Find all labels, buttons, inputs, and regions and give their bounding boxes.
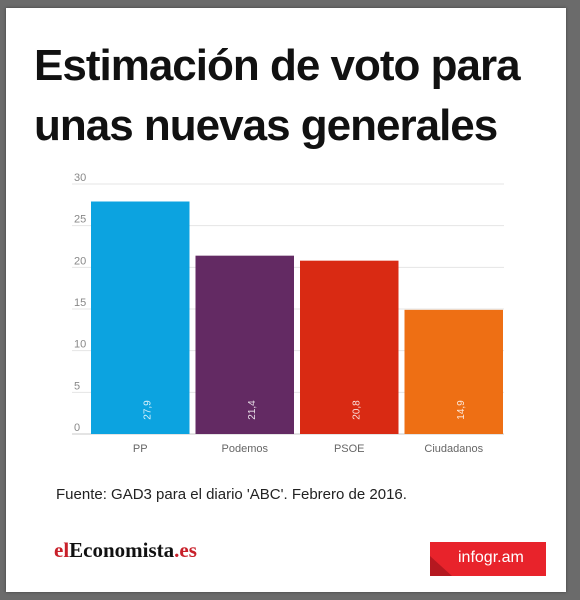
bar-psoe <box>300 260 399 434</box>
bar-chart: 0 5 10 15 20 25 30 27,9 PP 21,4 Podemos 20,8 PSOE 14… <box>72 172 504 455</box>
bar-pp <box>91 201 190 434</box>
y-tick-label: 25 <box>74 214 86 226</box>
eleconomista-logo: elEconomista.es <box>54 538 197 563</box>
y-tick-label: 15 <box>74 297 86 309</box>
y-tick-label: 0 <box>74 422 80 434</box>
infogram-badge[interactable]: infogr.am <box>430 542 546 576</box>
logo-main: Economista <box>69 538 175 562</box>
source-note: Fuente: GAD3 para el diario 'ABC'. Febre… <box>56 486 407 503</box>
logo-prefix: el <box>54 538 70 562</box>
bar-value-label: 27,9 <box>142 400 153 420</box>
y-tick-label: 30 <box>74 172 86 184</box>
y-tick-label: 10 <box>74 339 86 351</box>
y-tick-label: 5 <box>74 380 80 392</box>
y-tick-label: 20 <box>74 255 86 267</box>
bar-value-label: 21,4 <box>247 400 258 420</box>
x-tick-label: Podemos <box>222 443 269 455</box>
bar-podemos <box>195 255 294 434</box>
bar-value-label: 20,8 <box>351 400 362 420</box>
logo-suffix: .es <box>174 538 197 562</box>
infographic-card: Estimación de voto para unas nuevas gene… <box>6 8 566 592</box>
bar-value-label: 14,9 <box>456 400 467 420</box>
x-tick-label: Ciudadanos <box>424 443 483 455</box>
x-tick-label: PSOE <box>334 443 365 455</box>
x-tick-label: PP <box>133 443 148 455</box>
badge-fold <box>430 556 452 576</box>
badge-label: infogr.am <box>458 549 524 566</box>
bar-ciudadanos <box>404 309 503 434</box>
chart-title: Estimación de voto para unas nuevas gene… <box>34 41 521 150</box>
